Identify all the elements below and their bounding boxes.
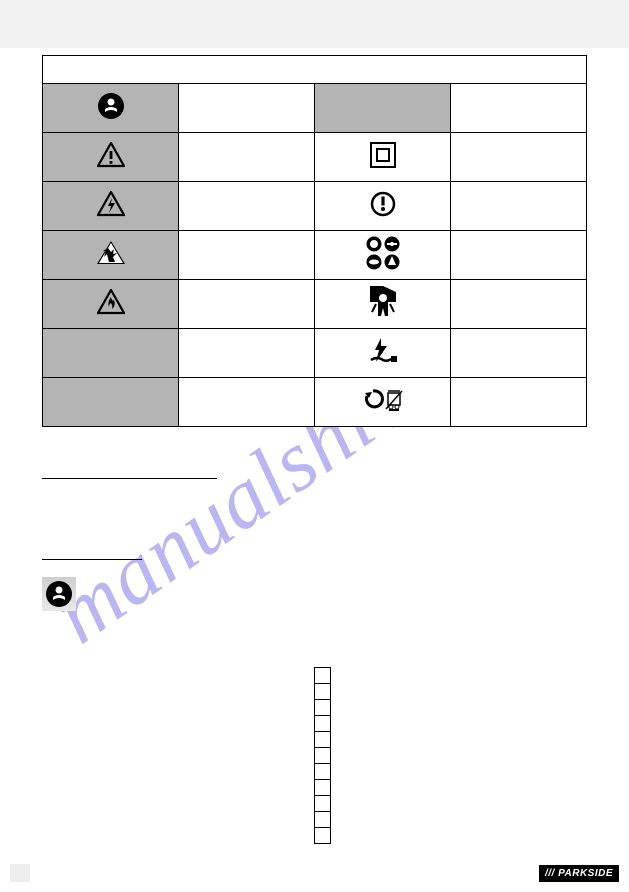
- icon-cell-left: [43, 231, 179, 280]
- table-row: [43, 329, 587, 378]
- unplug-lightning-icon: [367, 336, 399, 366]
- desc-cell: [179, 182, 315, 231]
- table-row: [43, 231, 587, 280]
- desc-cell: [179, 329, 315, 378]
- read-manual-badge: [42, 577, 76, 611]
- desc-cell: [451, 182, 587, 231]
- class-ii-square-icon: [370, 142, 396, 168]
- keep-children-away-icon: [368, 284, 398, 320]
- checkbox[interactable]: [314, 763, 331, 780]
- checkbox[interactable]: [314, 715, 331, 732]
- section-heading-1: [42, 465, 217, 479]
- checkbox[interactable]: [314, 827, 331, 844]
- brand-logo: /// PARKSIDE: [539, 865, 619, 882]
- checkbox[interactable]: [314, 667, 331, 684]
- symbols-table: [42, 55, 587, 427]
- icon-cell-right: [315, 84, 451, 133]
- icon-cell-left: [43, 378, 179, 427]
- checkbox[interactable]: [314, 811, 331, 828]
- icon-cell-left: [43, 133, 179, 182]
- icon-cell-left: [43, 280, 179, 329]
- desc-cell: [179, 231, 315, 280]
- page-content: [42, 55, 587, 611]
- desc-cell: [179, 280, 315, 329]
- desc-cell: [451, 329, 587, 378]
- checkbox[interactable]: [314, 795, 331, 812]
- checkbox[interactable]: [314, 779, 331, 796]
- table-row: [43, 133, 587, 182]
- table-row: [43, 84, 587, 133]
- desc-cell: [451, 84, 587, 133]
- icon-cell-left: [43, 84, 179, 133]
- desc-cell: [179, 378, 315, 427]
- checkbox-column: [314, 667, 331, 843]
- icon-cell-right: [315, 280, 451, 329]
- icon-cell-right: [315, 329, 451, 378]
- exclamation-circle-icon: [370, 191, 396, 217]
- fire-triangle-icon: [97, 289, 125, 315]
- desc-cell: [179, 84, 315, 133]
- icon-cell-right: [315, 231, 451, 280]
- checkbox[interactable]: [314, 683, 331, 700]
- icon-cell-left: [43, 329, 179, 378]
- table-header: [43, 56, 587, 84]
- table-row: [43, 280, 587, 329]
- icon-cell-right: [315, 182, 451, 231]
- table-row: [43, 182, 587, 231]
- explosion-triangle-icon: [96, 240, 126, 266]
- read-manual-icon: [45, 580, 73, 608]
- warning-triangle-icon: [97, 142, 125, 168]
- electric-shock-triangle-icon: [97, 191, 125, 217]
- read-manual-icon: [97, 92, 125, 120]
- checkbox[interactable]: [314, 747, 331, 764]
- desc-cell: [451, 280, 587, 329]
- footer: /// PARKSIDE: [0, 864, 629, 882]
- icon-cell-right: [315, 133, 451, 182]
- desc-cell: [451, 231, 587, 280]
- desc-cell: [451, 378, 587, 427]
- icon-cell-right: [315, 378, 451, 427]
- icon-cell-left: [43, 182, 179, 231]
- section-heading-2: [42, 546, 142, 560]
- ppe-grid-icon: [365, 235, 401, 271]
- table-row: [43, 378, 587, 427]
- checkbox[interactable]: [314, 699, 331, 716]
- desc-cell: [179, 133, 315, 182]
- checkbox[interactable]: [314, 731, 331, 748]
- recycle-weee-icon: [363, 388, 403, 412]
- page-number-box: [10, 864, 30, 882]
- desc-cell: [451, 133, 587, 182]
- header-band: [0, 0, 629, 48]
